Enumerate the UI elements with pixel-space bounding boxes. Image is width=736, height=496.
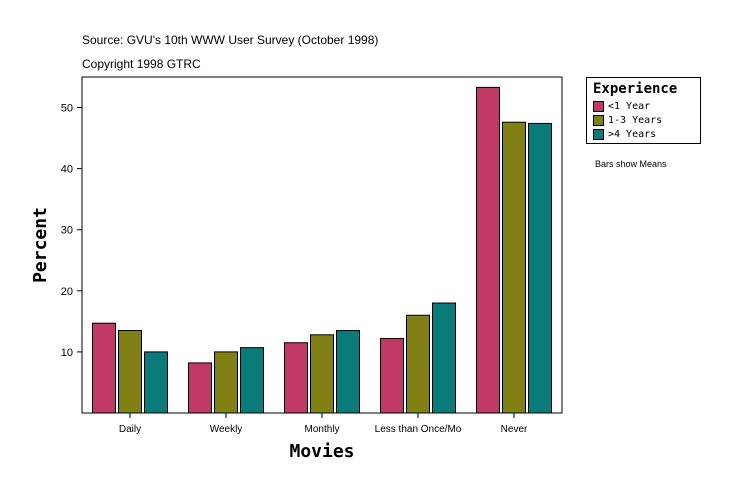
bar-0-2 (144, 351, 168, 414)
legend-swatch-1to3 (593, 114, 604, 126)
y-tick-label-3: 40 (61, 164, 73, 176)
bar-3-1 (406, 314, 430, 414)
bar-1-2 (240, 347, 264, 414)
x-tick-label-1: Weekly (210, 424, 243, 435)
x-tick-label-2: Monthly (304, 424, 339, 435)
bar-2-1 (310, 334, 334, 414)
legend-label-lt1: <1 Year (608, 100, 651, 112)
bar-4-2 (528, 122, 552, 414)
bar-4-0 (476, 86, 500, 414)
legend-item-lt1: <1 Year (593, 100, 650, 112)
bars-note: Bars show Means (595, 159, 667, 169)
legend-title: Experience (593, 81, 678, 97)
y-axis-title: Percent (30, 207, 51, 283)
bar-0-1 (118, 330, 142, 414)
source-caption: Source: GVU's 10th WWW User Survey (Octo… (82, 33, 379, 47)
legend-label-gt4: >4 Years (608, 128, 657, 140)
y-tick-label-4: 50 (61, 103, 73, 115)
bar-3-0 (380, 337, 404, 414)
legend-item-1to3: 1-3 Years (593, 114, 662, 126)
x-axis-title: Movies (289, 441, 354, 462)
bar-2-2 (336, 330, 360, 414)
bar-1-1 (214, 351, 238, 414)
legend-label-1to3: 1-3 Years (608, 114, 663, 126)
x-tick-label-0: Daily (119, 424, 141, 435)
legend-item-gt4: >4 Years (593, 128, 656, 140)
bar-0-0 (92, 322, 116, 414)
x-tick-label-3: Less than Once/Mo (375, 424, 462, 435)
y-tick-label-2: 30 (61, 225, 73, 237)
y-tick-label-0: 10 (61, 347, 73, 359)
bar-1-0 (188, 362, 212, 414)
bar-2-0 (284, 342, 308, 414)
x-tick-label-4: Never (501, 424, 528, 435)
legend-swatch-gt4 (593, 128, 604, 140)
legend: Experience <1 Year 1-3 Years >4 Years (586, 77, 701, 144)
legend-swatch-lt1 (593, 100, 604, 112)
y-tick-label-1: 20 (61, 286, 73, 298)
bar-3-2 (432, 302, 456, 414)
copyright-caption: Copyright 1998 GTRC (82, 57, 201, 71)
bar-4-1 (502, 121, 526, 414)
